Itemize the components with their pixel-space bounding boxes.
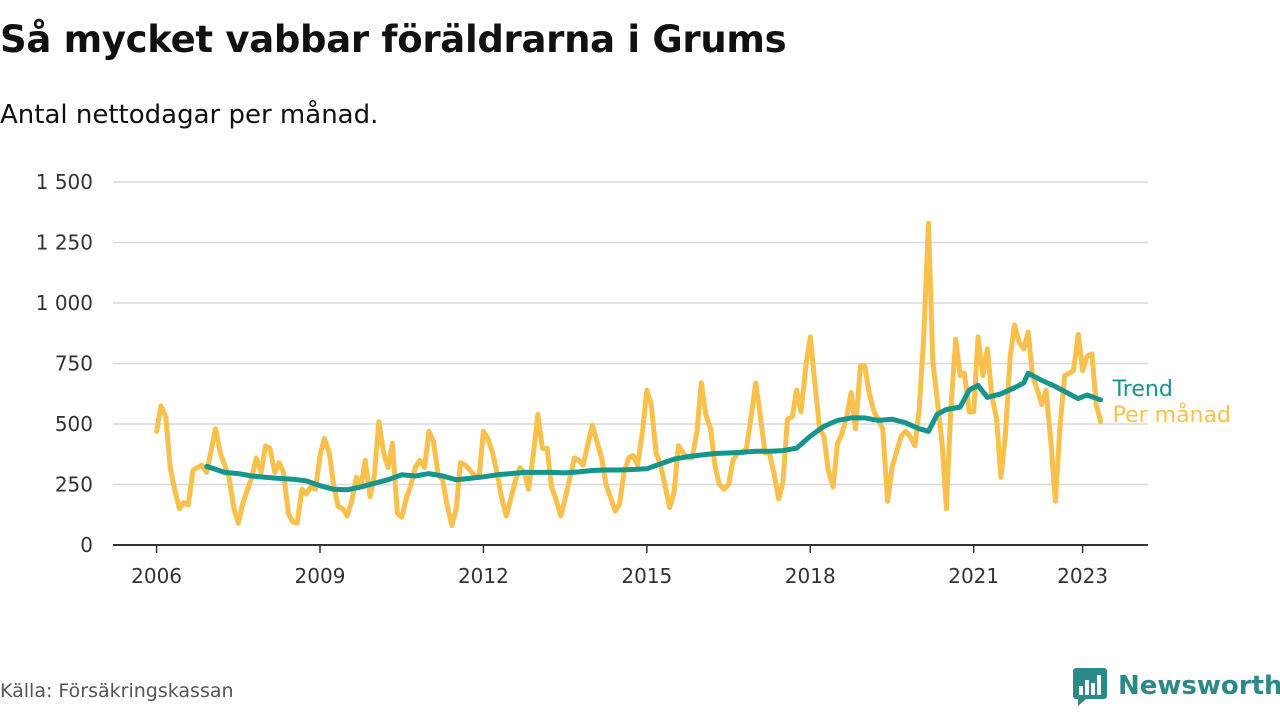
x-tick-label: 2015 bbox=[621, 564, 672, 588]
x-axis: 2006 2009 2012 2015 2018 2021 2023 bbox=[113, 544, 1148, 588]
brand-logo[interactable]: Newsworthy bbox=[1072, 666, 1280, 706]
bar-chart-logo-icon bbox=[1073, 668, 1107, 706]
y-tick-label: 1 500 bbox=[36, 170, 93, 194]
y-axis-ticks: 0 250 500 750 1 000 1 250 1 500 bbox=[36, 170, 93, 557]
brand-name: Newsworthy bbox=[1118, 671, 1280, 701]
series-line-trend bbox=[204, 370, 1104, 493]
y-tick-label: 500 bbox=[55, 412, 93, 436]
x-tick-label: 2023 bbox=[1057, 564, 1108, 588]
x-tick-label: 2009 bbox=[295, 564, 346, 588]
x-tick-label: 2021 bbox=[948, 564, 999, 588]
x-tick-label: 2018 bbox=[785, 564, 836, 588]
gridlines bbox=[113, 181, 1148, 486]
series-label-trend: Trend bbox=[1112, 377, 1173, 402]
source-note: Källa: Försäkringskassan bbox=[0, 680, 234, 702]
series-lines bbox=[154, 220, 1104, 529]
y-tick-label: 1 250 bbox=[36, 231, 93, 255]
y-tick-label: 1 000 bbox=[36, 291, 93, 315]
y-tick-label: 250 bbox=[55, 473, 93, 497]
y-tick-label: 0 bbox=[80, 533, 93, 557]
x-tick-label: 2006 bbox=[131, 564, 182, 588]
series-line-per-month bbox=[154, 220, 1104, 529]
chart-subtitle: Antal nettodagar per månad. bbox=[0, 100, 379, 130]
series-label-per-month: Per månad bbox=[1113, 402, 1231, 428]
chart-title: Så mycket vabbar föräldrarna i Grums bbox=[0, 18, 787, 61]
y-tick-label: 750 bbox=[55, 352, 93, 376]
x-tick-label: 2012 bbox=[458, 564, 509, 588]
